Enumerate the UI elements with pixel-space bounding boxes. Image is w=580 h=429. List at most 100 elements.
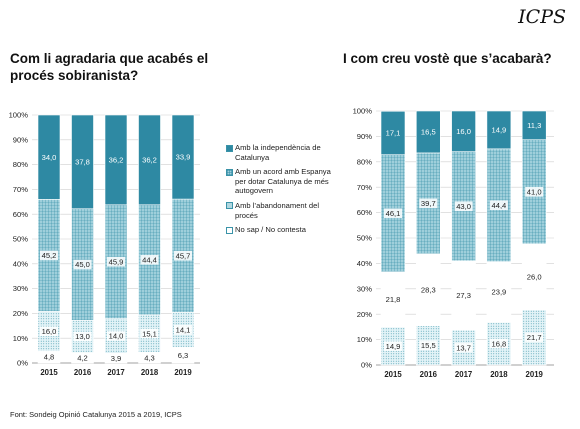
y-tick-label: 90%: [13, 135, 28, 144]
data-label: 14,9: [492, 126, 507, 135]
data-label: 14,0: [109, 332, 124, 341]
data-label: 14,9: [386, 342, 401, 351]
source-note: Font: Sondeig Opinió Catalunya 2015 a 20…: [10, 410, 182, 419]
legend-swatch-abandonment: [226, 202, 233, 210]
data-label: 45,7: [176, 251, 191, 260]
y-tick-label: 100%: [353, 107, 373, 116]
y-tick-label: 70%: [357, 183, 372, 192]
data-label: 45,2: [42, 251, 57, 260]
x-tick-label: 2015: [40, 368, 58, 377]
legend-swatch-no-answer: [226, 226, 233, 234]
data-label-box: [384, 341, 402, 351]
data-label-box: [174, 250, 192, 261]
x-tick-label: 2018: [141, 368, 159, 377]
x-tick-label: 2018: [490, 370, 508, 379]
data-label: 13,7: [456, 343, 471, 352]
data-label: 4,2: [77, 353, 88, 362]
bar-segment: [486, 110, 512, 150]
data-label: 16,8: [492, 339, 507, 348]
legend-item-independence: Amb la independència de Catalunya: [226, 143, 338, 162]
y-tick-label: 30%: [357, 284, 372, 293]
data-label: 23,9: [492, 288, 507, 297]
x-tick-label: 2016: [74, 368, 92, 377]
y-tick-label: 100%: [9, 111, 29, 120]
data-label: 4,3: [144, 353, 155, 362]
data-label-box: [140, 255, 159, 265]
data-label-box: [384, 294, 402, 305]
data-label-box: [454, 290, 473, 301]
icps-logo: ICPS: [518, 6, 566, 28]
data-label: 45,0: [75, 260, 90, 269]
right-stacked-bar-chart: 0% 10% 20% 30% 40% 50% 60% 70% 80% 90% 100% 14,9 21,…: [353, 107, 554, 379]
x-tick-label: 2015: [384, 370, 402, 379]
data-label: 28,3: [421, 285, 436, 294]
data-label-box: [489, 200, 508, 211]
chart-legend: Amb la independència de Catalunya Amb un…: [226, 143, 338, 240]
data-label: 44,4: [142, 256, 157, 265]
data-label: 36,2: [109, 156, 124, 165]
bar-segment: [104, 114, 128, 206]
x-tick-label: 2019: [174, 368, 192, 377]
y-tick-label: 70%: [13, 185, 28, 194]
data-label: 37,8: [75, 158, 90, 167]
data-label-box: [384, 208, 402, 219]
y-tick-label: 80%: [357, 157, 372, 166]
data-label: 11,3: [527, 121, 541, 130]
data-label: 26,0: [527, 273, 542, 282]
x-tick-label: 2016: [420, 370, 438, 379]
data-label: 16,5: [421, 128, 436, 137]
data-label-box: [107, 331, 125, 341]
data-label-box: [174, 350, 192, 360]
data-label: 3,9: [111, 354, 122, 363]
y-tick-label: 30%: [13, 284, 28, 293]
data-label-box: [419, 198, 438, 209]
data-label: 41,0: [527, 187, 542, 196]
legend-item-no-answer: No sap / No contesta: [226, 225, 338, 235]
legend-swatch-agreement: [226, 168, 233, 176]
data-label-box: [40, 250, 58, 261]
data-label: 21,8: [386, 295, 401, 304]
data-label: 33,9: [176, 153, 191, 162]
y-tick-label: 20%: [357, 310, 372, 319]
data-label-box: [525, 272, 544, 282]
data-label: 43,0: [456, 202, 471, 211]
data-label-box: [73, 331, 92, 342]
data-label: 36,2: [142, 156, 157, 165]
data-label-box: [107, 256, 125, 267]
data-label: 34,0: [42, 153, 57, 162]
bar-segment: [171, 114, 195, 200]
data-label: 21,7: [527, 333, 542, 342]
bar-segment: [71, 114, 94, 210]
bar-segment: [416, 110, 441, 154]
data-label-box: [489, 338, 508, 349]
x-tick-label: 2017: [455, 370, 472, 379]
x-tick-label: 2017: [107, 368, 124, 377]
data-label-box: [140, 328, 159, 339]
data-label-box: [73, 353, 92, 363]
bar-segment: [451, 110, 476, 152]
data-label-box: [454, 342, 473, 353]
legend-label-independence: Amb la independència de Catalunya: [235, 143, 321, 162]
y-tick-label: 60%: [357, 208, 372, 217]
left-stacked-bar-chart: 0% 10% 20% 30% 40% 50% 60% 70% 80% 90% 100% 4,8 16,0…: [9, 111, 200, 377]
data-label: 16,0: [42, 327, 57, 336]
data-label: 15,1: [142, 329, 157, 338]
y-tick-label: 90%: [357, 132, 372, 141]
y-tick-label: 0%: [17, 359, 28, 368]
x-tick-label: 2019: [526, 370, 544, 379]
data-label: 4,8: [44, 353, 55, 362]
data-label-box: [40, 326, 58, 337]
y-tick-label: 20%: [13, 309, 28, 318]
legend-item-abandonment: Amb l’abandonament del procés: [226, 201, 338, 220]
data-label-box: [525, 332, 544, 343]
data-label-box: [419, 340, 438, 351]
y-tick-label: 50%: [13, 235, 28, 244]
y-tick-label: 40%: [13, 259, 28, 268]
data-label-box: [140, 353, 159, 363]
data-label-box: [419, 284, 438, 295]
data-label: 14,1: [176, 326, 191, 335]
right-chart-title: I com creu vostè que s’acabarà?: [343, 51, 552, 66]
data-label-box: [40, 352, 58, 362]
data-label: 15,5: [421, 341, 436, 350]
left-chart-title: Com li agradaria que acabés el procés so…: [10, 51, 209, 83]
